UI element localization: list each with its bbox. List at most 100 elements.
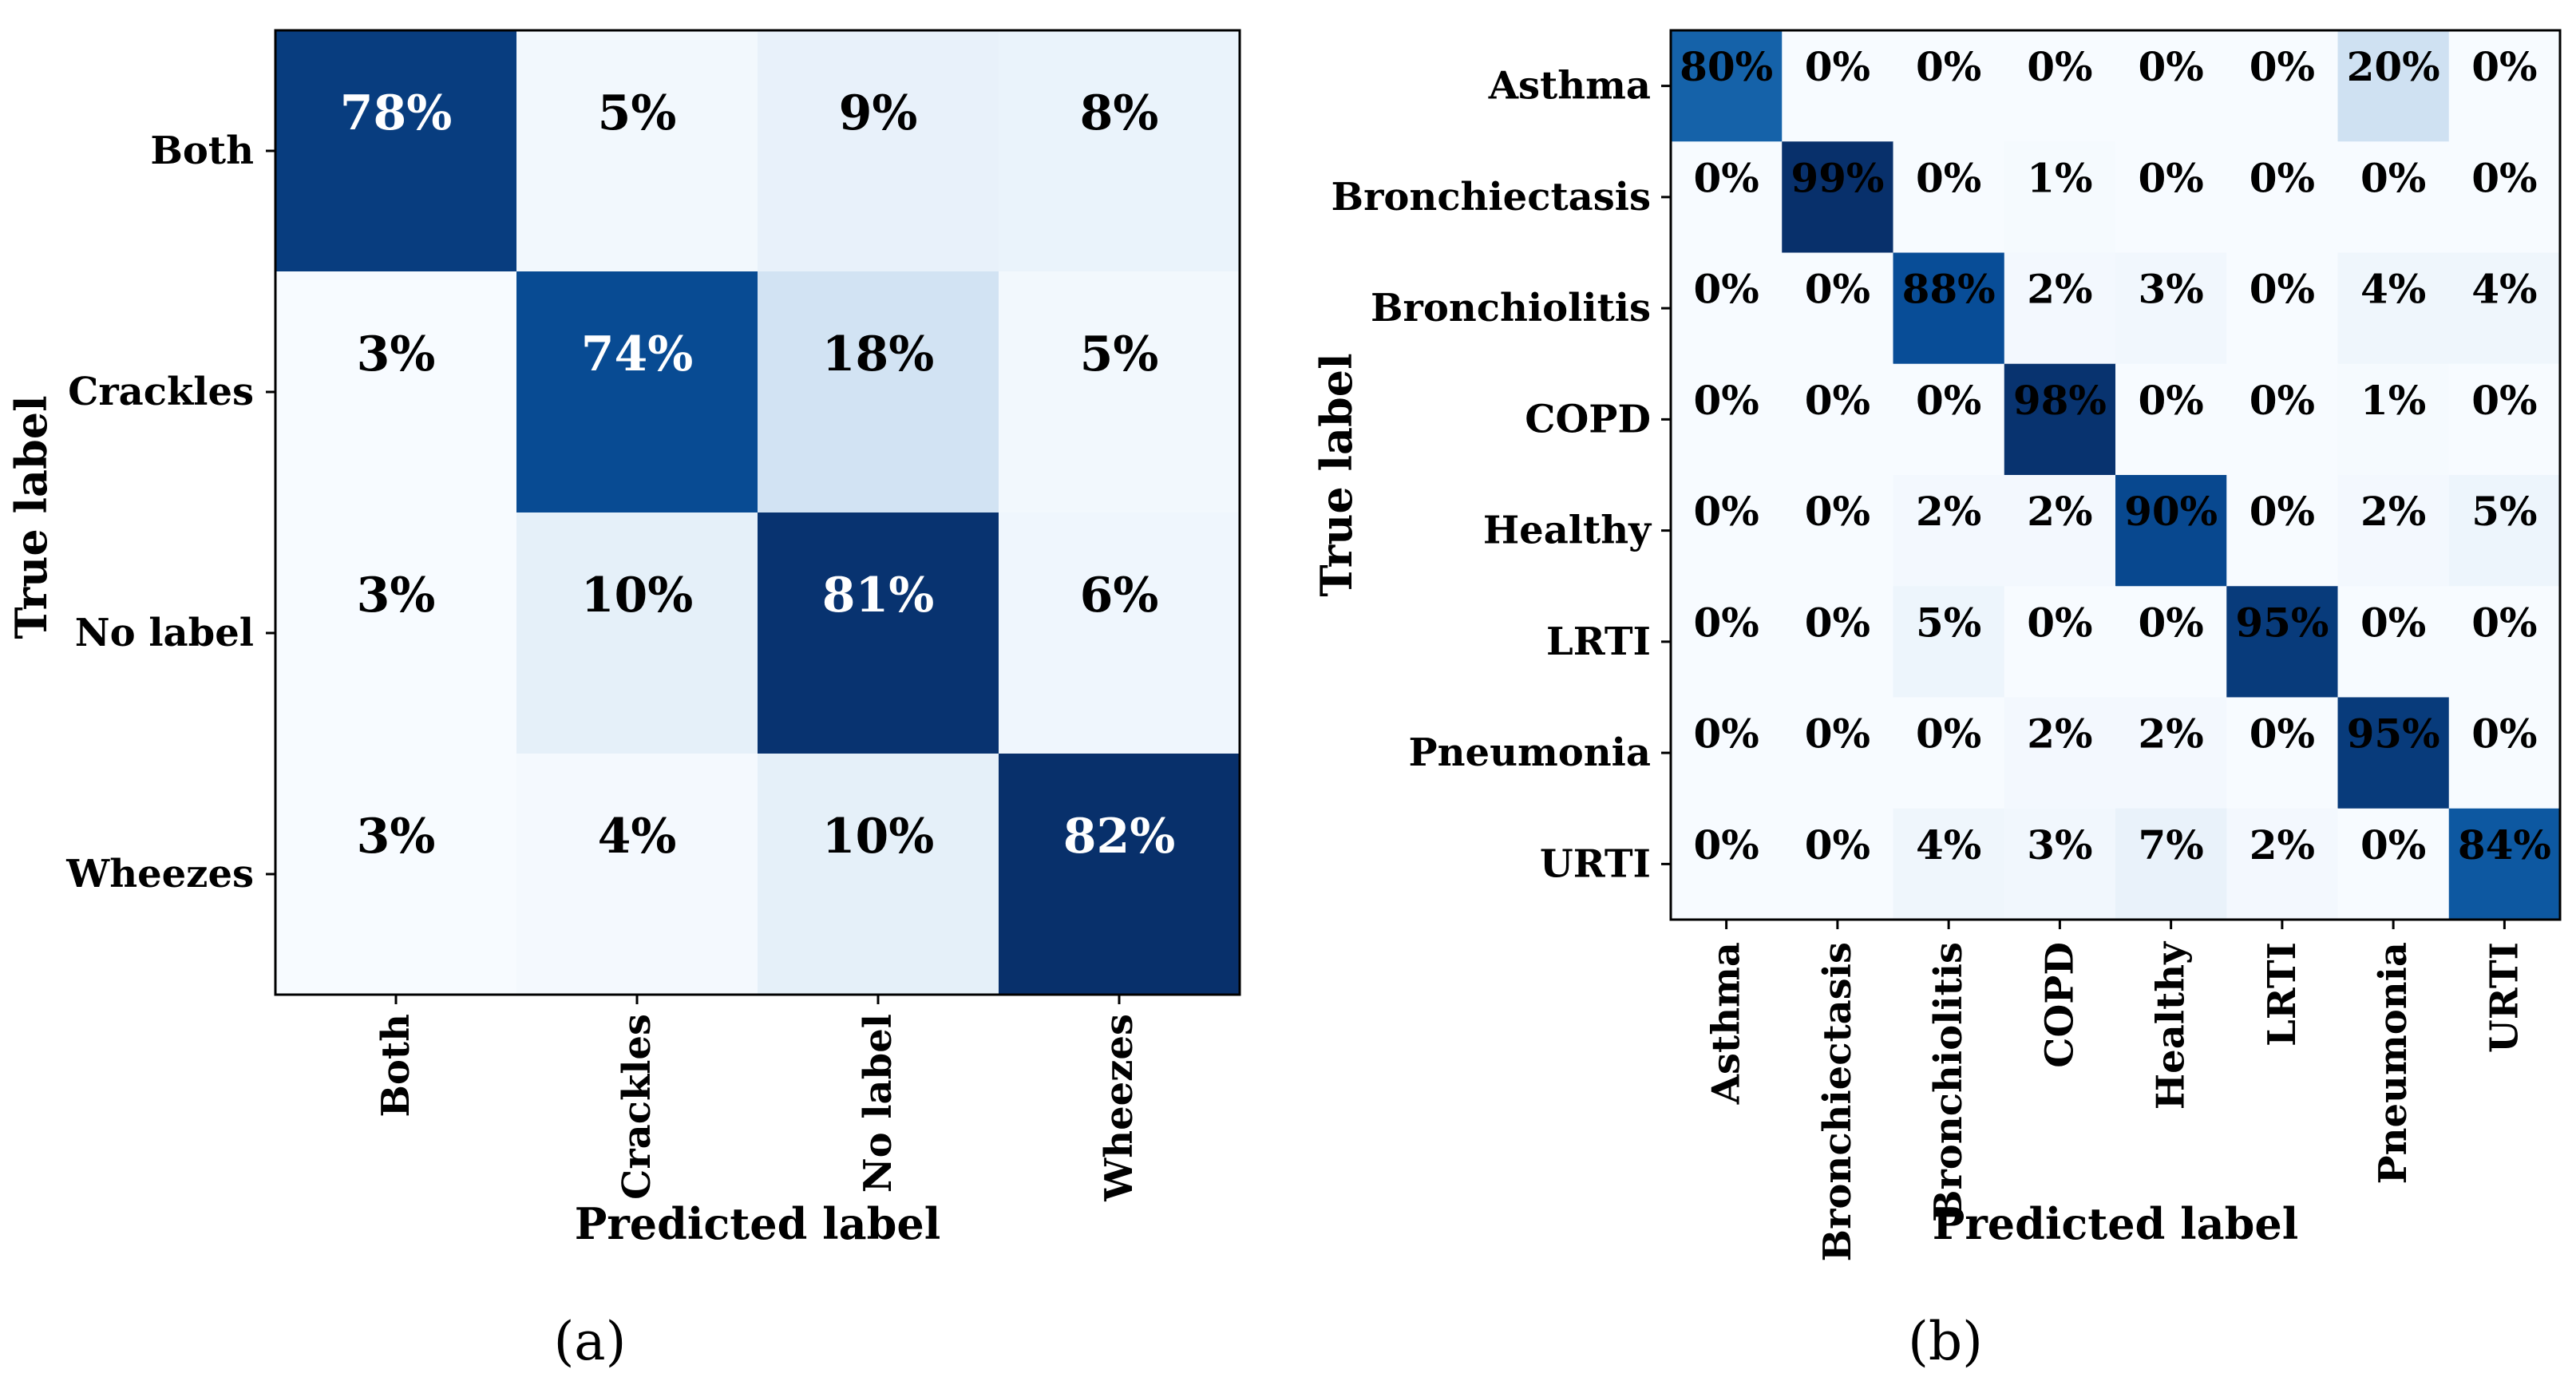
heatmap-cell [2004, 252, 2116, 365]
heatmap-cell [2448, 586, 2561, 698]
heatmap-cell [1893, 141, 2005, 253]
cell-label: 18% [822, 326, 935, 382]
heatmap-cell [2448, 30, 2561, 142]
x-tick-label: No label [856, 1014, 900, 1193]
confusion-matrix-a: 78% 5% 9% 8% 3% 74% 18% 5% 3% 10% 81% 6% 3% 4% 10% 82% B… [6, 29, 1241, 1372]
cell-label: 2% [2027, 710, 2092, 758]
heatmap-cell [2448, 252, 2561, 365]
heatmap-cell [516, 754, 758, 995]
heatmap-cell [2115, 30, 2227, 142]
cell-label: 10% [581, 568, 694, 623]
heatmap-cell [2226, 697, 2338, 809]
heatmap-cell [1671, 363, 1783, 476]
cell-label: 0% [2138, 599, 2203, 646]
cell-label: 0% [1805, 710, 1870, 758]
heatmap-cell [2115, 475, 2227, 587]
cell-label: 74% [581, 326, 694, 382]
heatmap-cell [2448, 363, 2561, 476]
heatmap-cell [275, 512, 517, 754]
heatmap-cell [2115, 141, 2227, 253]
y-tick-label: Healthy [1483, 508, 1652, 553]
heatmap-cell [275, 754, 517, 995]
heatmap-cell [1893, 30, 2005, 142]
heatmap-cell [758, 512, 999, 754]
cell-label: 0% [2250, 154, 2315, 201]
cell-label: 0% [1805, 488, 1870, 535]
heatmap-cell [1671, 30, 1783, 142]
cell-label: 3% [357, 326, 436, 382]
x-tick-label: Healthy [2149, 940, 2194, 1110]
heatmap-cell [1782, 30, 1893, 142]
heatmap-cell [2337, 808, 2450, 920]
y-tick-label: LRTI [1546, 619, 1651, 664]
cell-label: 2% [2138, 710, 2203, 758]
x-tick-label: Bronchiectasis [1815, 942, 1860, 1261]
heatmap-cell [2226, 808, 2338, 920]
cell-label: 98% [2013, 377, 2107, 424]
heatmap-cell [1671, 586, 1783, 698]
heatmap-cell [1671, 697, 1783, 809]
heatmap-cell [2337, 475, 2450, 587]
cell-label: 90% [2124, 488, 2218, 535]
heatmap-cell [275, 271, 517, 513]
cell-label: 0% [2471, 43, 2537, 90]
y-tick-label: Asthma [1488, 64, 1651, 109]
heatmap-cell [758, 30, 999, 272]
cell-label: 0% [1805, 266, 1870, 313]
y-tick-label: Bronchiolitis [1371, 286, 1651, 330]
heatmap-cell [1782, 141, 1893, 253]
heatmap-cell [1671, 808, 1783, 920]
cell-label: 2% [2360, 488, 2426, 535]
cell-label: 1% [2360, 377, 2426, 424]
cell-label: 80% [1680, 43, 1773, 90]
heatmap-cell [1671, 475, 1783, 587]
heatmap-cell [2337, 586, 2450, 698]
heatmap-cell [999, 754, 1241, 995]
heatmap-cell [2448, 697, 2561, 809]
heatmap-cell [516, 512, 758, 754]
cell-label: 82% [1063, 809, 1176, 865]
y-tick-label: Crackles [68, 370, 254, 414]
heatmap-cell [1893, 363, 2005, 476]
x-tick-label: Pneumonia [2371, 942, 2416, 1184]
cell-label: 10% [822, 809, 935, 865]
y-axis-title: True label [1311, 353, 1362, 596]
cell-label: 0% [2471, 377, 2537, 424]
x-axis-title: Predicted label [1933, 1198, 2299, 1249]
y-axis-title: True label [6, 395, 57, 639]
cell-label: 4% [598, 809, 677, 865]
heatmap-cell [1893, 586, 2005, 698]
cell-label: 4% [2360, 266, 2426, 313]
heatmap-cell [1893, 697, 2005, 809]
heatmap-cell [1893, 808, 2005, 920]
cell-label: 99% [1791, 154, 1884, 201]
cell-label: 0% [2250, 377, 2315, 424]
heatmap-cell [758, 754, 999, 995]
heatmap-cell [1782, 586, 1893, 698]
cell-label: 2% [1916, 488, 1981, 535]
cell-label: 0% [1693, 377, 1759, 424]
heatmap-cell [2448, 141, 2561, 253]
cell-label: 0% [1693, 710, 1759, 758]
cell-label: 1% [2027, 154, 2092, 201]
y-tick-label: URTI [1540, 841, 1651, 886]
cell-label: 5% [1916, 599, 1981, 646]
heatmap-cell [2226, 586, 2338, 698]
heatmap-cell [999, 512, 1241, 754]
subfigure-caption: (b) [1908, 1311, 1983, 1372]
cell-label: 7% [2138, 821, 2203, 869]
cell-label: 6% [1080, 568, 1159, 623]
heatmap-cell [2115, 586, 2227, 698]
cell-label: 5% [598, 85, 677, 141]
heatmap-cell [2337, 30, 2450, 142]
heatmap-cell [2448, 808, 2561, 920]
cell-label: 4% [2471, 266, 2537, 313]
heatmap-cell [1782, 697, 1893, 809]
cell-label: 0% [1805, 599, 1870, 646]
cell-label: 0% [2027, 599, 2092, 646]
heatmap-cell [2337, 252, 2450, 365]
heatmap-cell [2004, 475, 2116, 587]
cell-label: 0% [2138, 43, 2203, 90]
heatmap-cell [275, 30, 517, 272]
